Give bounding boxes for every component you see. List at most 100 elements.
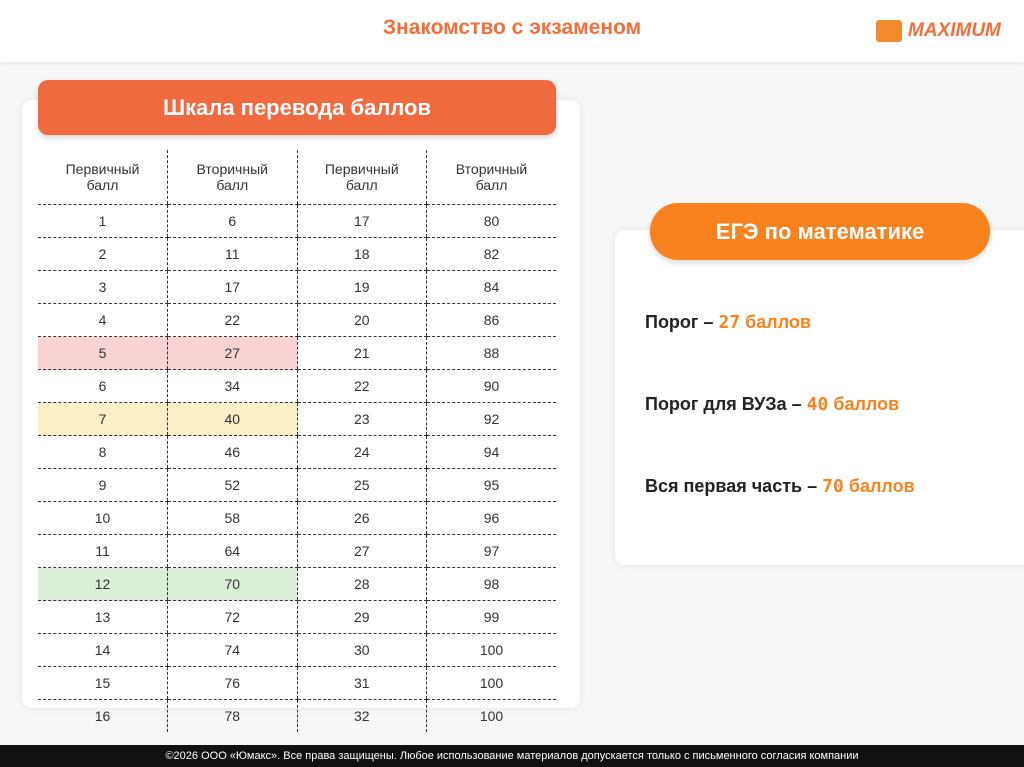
table-row: 4 22 20 86	[38, 303, 556, 337]
table-row: 15 76 31 100	[38, 666, 556, 700]
item-unit: баллов	[848, 476, 915, 496]
column-header: Вторичный балл	[426, 150, 556, 205]
info-item: Порог для ВУЗа – 40 баллов	[645, 394, 899, 415]
table-cell: 9	[38, 468, 168, 502]
table-cell: 12	[38, 567, 168, 601]
table-cell: 98	[426, 567, 556, 601]
table-cell: 76	[167, 666, 297, 700]
table-cell: 90	[426, 369, 556, 403]
table-cell: 82	[426, 237, 556, 271]
table-title: Шкала перевода баллов	[38, 80, 556, 135]
table-cell: 1	[38, 204, 168, 238]
table-cell: 30	[296, 633, 427, 667]
table-cell: 97	[426, 534, 556, 568]
table-cell: 20	[296, 303, 427, 337]
info-item: Порог – 27 баллов	[645, 312, 811, 333]
table-cell: 14	[38, 633, 168, 667]
table-cell: 99	[426, 600, 556, 634]
header: Знакомство с экзаменом MAXIMUM	[0, 0, 1024, 62]
table-cell: 64	[167, 534, 297, 568]
table-cell: 26	[296, 501, 427, 535]
table-row: 12 70 28 98	[38, 567, 556, 601]
table-cell: 52	[167, 468, 297, 502]
table-row: 10 58 26 96	[38, 501, 556, 535]
table-cell: 11	[167, 237, 297, 271]
table-cell: 6	[38, 369, 168, 403]
table-cell: 46	[167, 435, 297, 469]
column-header: Вторичный балл	[167, 150, 297, 205]
column-header: Первичный балл	[296, 150, 427, 205]
table-cell: 21	[296, 336, 427, 370]
table-cell: 92	[426, 402, 556, 436]
table-cell: 19	[296, 270, 427, 304]
column-header: Первичный балл	[38, 150, 168, 205]
logo-icon	[876, 20, 902, 42]
table-cell: 100	[426, 666, 556, 700]
item-value: 27	[718, 312, 741, 333]
table-cell: 78	[167, 699, 297, 732]
table-cell: 5	[38, 336, 168, 370]
table-cell: 4	[38, 303, 168, 337]
table-cell: 25	[296, 468, 427, 502]
table-cell: 22	[167, 303, 297, 337]
table-row: 11 64 27 97	[38, 534, 556, 568]
table-cell: 74	[167, 633, 297, 667]
item-label: Порог –	[645, 312, 714, 332]
table-cell: 7	[38, 402, 168, 436]
table-row: 14 74 30 100	[38, 633, 556, 667]
table-row: 9 52 25 95	[38, 468, 556, 502]
table-cell: 70	[167, 567, 297, 601]
table-cell: 32	[296, 699, 427, 732]
table-row: 7 40 23 92	[38, 402, 556, 436]
table-cell: 17	[167, 270, 297, 304]
item-label: Порог для ВУЗа –	[645, 394, 802, 414]
table-row: 13 72 29 99	[38, 600, 556, 634]
table-row: 2 11 18 82	[38, 237, 556, 271]
table-row: 6 34 22 90	[38, 369, 556, 403]
table-cell: 28	[296, 567, 427, 601]
table-cell: 95	[426, 468, 556, 502]
table-cell: 96	[426, 501, 556, 535]
info-item: Вся первая часть – 70 баллов	[645, 476, 915, 497]
table-cell: 27	[167, 336, 297, 370]
table-cell: 58	[167, 501, 297, 535]
table-cell: 80	[426, 204, 556, 238]
item-unit: баллов	[745, 312, 811, 332]
table-row: 3 17 19 84	[38, 270, 556, 304]
table-cell: 16	[94, 708, 111, 724]
info-title: ЕГЭ по математике	[650, 203, 990, 260]
table-row: 16 78 32 100	[38, 699, 556, 732]
table-cell: 72	[167, 600, 297, 634]
header-row: Первичный балл Вторичный балл Первичный ба…	[38, 150, 556, 205]
table-row: 8 46 24 94	[38, 435, 556, 469]
table-cell: 27	[296, 534, 427, 568]
slide-title: Знакомство с экзаменом	[382, 16, 642, 39]
table-cell: 88	[426, 336, 556, 370]
logo: MAXIMUM	[876, 20, 1001, 42]
table-cell: 6	[167, 204, 297, 238]
table-cell: 10	[38, 501, 168, 535]
score-table: Первичный балл Вторичный балл Первичный ба…	[38, 150, 556, 732]
item-unit: баллов	[833, 394, 900, 414]
table-cell: 34	[167, 369, 297, 403]
table-cell: 2	[38, 237, 168, 271]
logo-text: MAXIMUM	[908, 20, 1001, 42]
table-cell: 8	[38, 435, 168, 469]
table-cell: 31	[296, 666, 427, 700]
table-cell: 13	[38, 600, 168, 634]
item-value: 40	[806, 394, 829, 415]
table-cell: 84	[426, 270, 556, 304]
table-cell: 23	[296, 402, 427, 436]
footer: ©2026 ООО «Юмакс». Все права защищены. Л…	[0, 745, 1024, 767]
table-cell: 15	[38, 666, 168, 700]
table-cell: 29	[296, 600, 427, 634]
table-cell: 86	[426, 303, 556, 337]
table-cell: 94	[426, 435, 556, 469]
table-cell: 100	[426, 699, 556, 732]
table-row: 1 6 17 80	[38, 204, 556, 238]
table-cell: 18	[296, 237, 427, 271]
table-cell: 17	[296, 204, 427, 238]
item-label: Вся первая часть –	[645, 476, 818, 496]
table-cell: 40	[167, 402, 297, 436]
